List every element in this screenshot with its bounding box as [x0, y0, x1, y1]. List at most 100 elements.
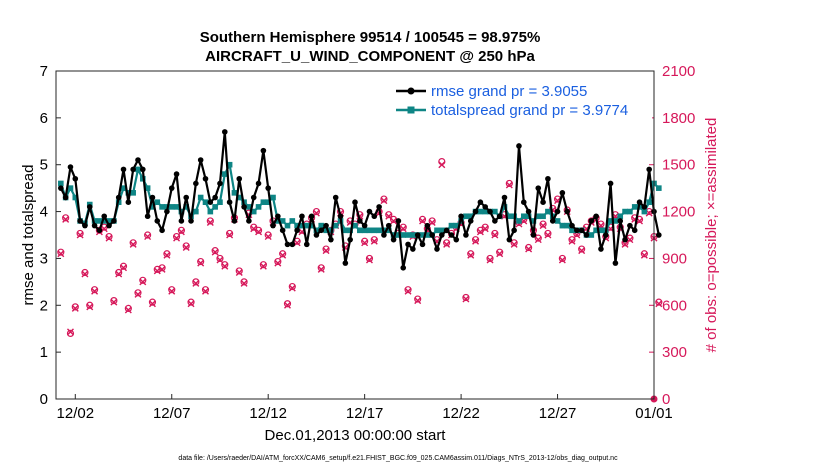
y-tick-label: 4	[40, 204, 48, 221]
rmse-point	[554, 208, 561, 215]
obs-possible-point	[139, 276, 147, 284]
obs-possible-point	[226, 229, 234, 238]
obs-assimilated-point	[129, 240, 137, 248]
obs-assimilated-point	[655, 300, 663, 308]
legend-box	[392, 78, 652, 122]
obs-possible-point	[525, 243, 533, 252]
obs-possible-point	[66, 329, 75, 337]
y2-tick-label: 1800	[662, 110, 695, 127]
obs-possible-point	[187, 298, 195, 306]
obs-assimilated-point	[81, 270, 89, 278]
totalspread-point	[154, 199, 161, 205]
obs-assimilated-point	[525, 245, 533, 253]
totalspread-point	[265, 199, 271, 205]
obs-assimilated-point	[443, 240, 451, 248]
totalspread-point	[144, 185, 151, 191]
rmse-point	[328, 236, 334, 243]
totalspread-point	[612, 218, 619, 224]
obs-assimilated-point	[91, 287, 99, 295]
rmse-point	[168, 185, 175, 191]
rmse-point	[390, 236, 397, 243]
totalspread-point	[371, 227, 378, 234]
obs-assimilated-point	[86, 303, 94, 311]
totalspread-point	[434, 227, 440, 234]
y2-axis-tick-labels: 0 300 600 900 1200 1500 1800 2100	[662, 63, 695, 408]
obs-assimilated-point	[124, 306, 132, 314]
rmse-point	[607, 180, 614, 187]
totalspread-point	[255, 204, 262, 210]
obs-possible-point	[62, 214, 70, 222]
obs-possible-point	[158, 264, 166, 272]
rmse-point	[525, 208, 532, 215]
obs-assimilated-point	[534, 236, 542, 244]
y2-axis-label: # of obs: o=possible; ×=assimilated	[703, 118, 720, 353]
obs-possible-point	[312, 207, 321, 216]
totalspread-point	[530, 218, 537, 224]
obs-possible-point	[544, 229, 552, 238]
totalspread-point	[439, 227, 445, 234]
totalspread-point	[554, 218, 561, 224]
x-tick-label: 12/02	[57, 405, 95, 422]
rmse-point	[622, 236, 628, 243]
totalspread-point	[516, 218, 522, 224]
obs-assimilated-point	[322, 247, 330, 255]
obs-possible-point	[86, 301, 94, 309]
rmse-point	[164, 208, 170, 215]
totalspread-point	[130, 190, 136, 196]
obs-possible-point	[197, 257, 205, 266]
rmse-point	[424, 222, 431, 229]
totalspread-point	[135, 166, 141, 173]
rmse-point	[217, 180, 223, 187]
rmse-point	[564, 208, 570, 215]
obs-assimilated-point	[216, 256, 224, 264]
obs-possible-point	[491, 229, 499, 238]
totalspread-point	[347, 227, 353, 234]
rmse-point	[516, 143, 522, 149]
y-tick-label: 3	[40, 250, 48, 267]
rmse-point	[434, 246, 440, 252]
rmse-point	[545, 175, 551, 182]
rmse-point	[183, 194, 190, 201]
y-tick-label: 0	[40, 391, 48, 408]
obs-assimilated-point	[293, 239, 301, 247]
rmse-point	[197, 157, 204, 163]
obs-possible-point	[250, 223, 258, 231]
obs-possible-point	[486, 254, 494, 263]
obs-possible-point	[496, 248, 504, 256]
obs-possible-point	[221, 261, 229, 269]
obs-possible-point	[640, 250, 648, 258]
totalspread-point	[627, 208, 633, 215]
obs-possible-point	[264, 231, 272, 239]
y2-tick-label: 1200	[662, 204, 695, 221]
x-axis-label: Dec.01,2013 00:00:00 start	[265, 427, 447, 444]
obs-assimilated-point	[57, 250, 65, 258]
rmse-point	[279, 227, 286, 234]
obs-assimilated-point	[486, 256, 494, 264]
obs-assimilated-point	[496, 250, 504, 258]
obs-possible-point	[370, 236, 378, 244]
totalspread-point	[294, 222, 300, 229]
rmse-point	[115, 194, 122, 201]
rmse-point	[337, 213, 344, 220]
obs-possible-point	[192, 278, 200, 286]
rmse-point	[400, 265, 407, 271]
rmse-point	[395, 218, 402, 224]
obs-possible-point	[438, 157, 446, 166]
rmse-point	[627, 222, 633, 229]
totalspread-point	[67, 185, 74, 191]
obs-assimilated-point	[105, 234, 113, 242]
obs-possible-point	[322, 245, 330, 253]
obs-assimilated-point	[558, 256, 566, 264]
totalspread-point	[289, 218, 296, 224]
totalspread-point	[482, 208, 489, 215]
totalspread-point	[646, 199, 652, 205]
obs-assimilated-point	[139, 278, 147, 286]
obs-assimilated-point	[399, 225, 407, 233]
rmse-point	[617, 218, 624, 224]
totalspread-point	[453, 222, 460, 229]
rmse-point	[641, 204, 648, 210]
totalspread-point	[506, 213, 513, 220]
obs-assimilated-point	[240, 279, 248, 287]
obs-assimilated-point	[197, 259, 205, 267]
obs-possible-point	[505, 179, 513, 188]
